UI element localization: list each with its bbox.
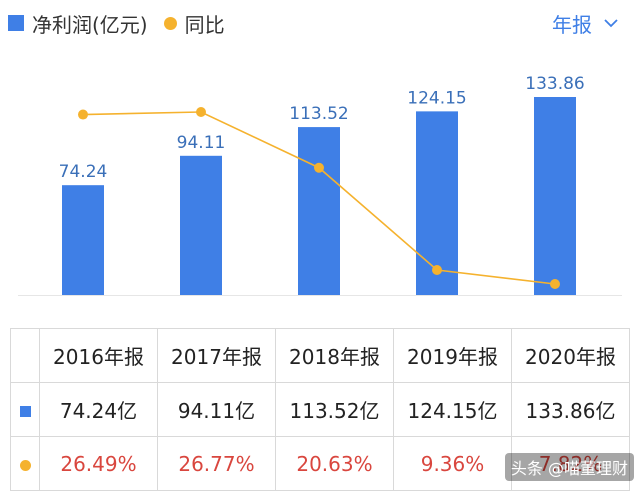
row-icon-cell xyxy=(10,436,40,491)
bar-swatch-icon xyxy=(19,405,31,417)
chevron-down-icon xyxy=(604,18,618,27)
legend-label-yoy: 同比 xyxy=(184,12,225,37)
period-selector[interactable]: 年报 xyxy=(552,8,618,38)
table-header-cell: 2018年报 xyxy=(275,328,394,383)
bar-swatch-icon xyxy=(8,15,24,31)
chart-legend: 净利润(亿元) 同比 xyxy=(8,6,241,40)
data-table: 2016年报 2017年报 2018年报 2019年报 2020年报 74.24… xyxy=(10,328,630,491)
table-header-cell: 2019年报 xyxy=(393,328,512,383)
table-header-row: 2016年报 2017年报 2018年报 2019年报 2020年报 xyxy=(10,328,630,383)
table-cell: 124.15亿 xyxy=(393,382,512,437)
table-header-cell: 2016年报 xyxy=(39,328,158,383)
yoy-point xyxy=(78,109,88,120)
period-selector-label: 年报 xyxy=(552,12,592,37)
table-header-cell: 2020年报 xyxy=(511,328,630,383)
table-cell: 20.63% xyxy=(275,436,394,491)
table-row-yoy: 26.49% 26.77% 20.63% 9.36% 7.82% xyxy=(10,436,630,491)
legend-item-yoy[interactable]: 同比 xyxy=(163,9,225,38)
bar-value-label: 113.52 xyxy=(289,104,348,124)
table-cell: 26.77% xyxy=(157,436,276,491)
table-cell: 133.86亿 xyxy=(511,382,630,437)
bar xyxy=(534,97,576,295)
net-profit-chart: 74.24 94.11 113.52 124.15 133.86 xyxy=(18,74,622,296)
table-cell: 74.24亿 xyxy=(39,382,158,437)
legend-item-net-profit[interactable]: 净利润(亿元) xyxy=(8,9,148,38)
yoy-point xyxy=(196,107,206,117)
bar xyxy=(62,185,104,295)
dot-swatch-icon xyxy=(19,459,31,471)
yoy-point xyxy=(550,279,560,289)
yoy-point xyxy=(314,162,324,173)
table-cell: 26.49% xyxy=(39,436,158,491)
bar-value-label: 94.11 xyxy=(177,133,226,153)
watermark: 头条 @喵董理财 xyxy=(504,453,634,481)
bar xyxy=(416,111,458,296)
table-row-net-profit: 74.24亿 94.11亿 113.52亿 124.15亿 133.86亿 xyxy=(10,382,630,437)
yoy-point xyxy=(432,265,442,276)
table-cell: 7.82% xyxy=(511,436,630,491)
bar xyxy=(180,155,222,295)
table-corner-cell xyxy=(10,328,40,383)
legend-label-net-profit: 净利润(亿元) xyxy=(32,12,148,37)
bar xyxy=(298,127,340,295)
bar-value-label: 74.24 xyxy=(59,162,108,182)
bar-value-label: 124.15 xyxy=(407,88,466,108)
table-cell: 113.52亿 xyxy=(275,382,394,437)
dot-swatch-icon xyxy=(163,16,177,30)
table-cell: 9.36% xyxy=(393,436,512,491)
table-cell: 94.11亿 xyxy=(157,382,276,437)
table-header-cell: 2017年报 xyxy=(157,328,276,383)
bar-value-label: 133.86 xyxy=(525,74,584,94)
row-icon-cell xyxy=(10,382,40,437)
